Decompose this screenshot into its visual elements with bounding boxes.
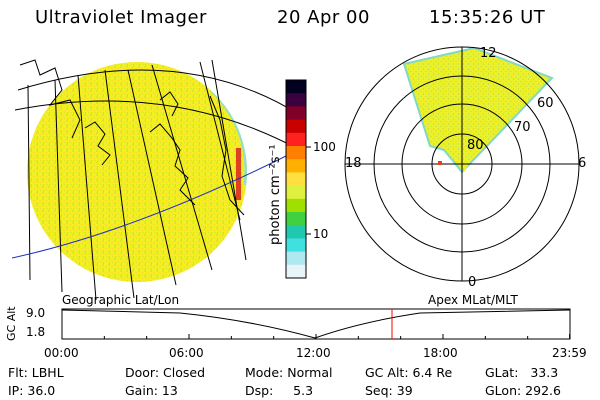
dayglow-edge: [236, 148, 241, 200]
time-label: 15:35:26 UT: [429, 7, 546, 28]
colorbar-band: [286, 93, 306, 107]
orbit-altitude-curve: [61, 309, 571, 339]
mlt-label-12: 12: [480, 46, 497, 61]
polar-cap-patch: [452, 140, 478, 172]
colorbar-band: [286, 146, 306, 160]
colorbar-band: [286, 132, 306, 147]
coastline-outlines: [19, 59, 245, 216]
timeline-xtick-1800: 18:00: [423, 346, 458, 360]
mlt-label-18: 18: [345, 156, 362, 171]
colorbar-band: [286, 225, 306, 239]
mlat-label-80: 80: [467, 138, 484, 153]
mlat-label-60: 60: [537, 96, 554, 111]
colorbar-band: [286, 172, 306, 187]
mlat-label-70: 70: [514, 120, 531, 135]
status-ip: IP: 36.0: [8, 383, 56, 398]
colorbar-band: [286, 119, 306, 134]
polar-grid: [344, 46, 580, 282]
colorbar-band: [286, 185, 306, 200]
status-gc-alt: GC Alt: 6.4 Re: [365, 365, 453, 380]
earth-disk: [27, 62, 247, 282]
timeline-xtick-0600: 06:00: [169, 346, 204, 360]
timeline-ytick-bottom: 1.8: [26, 325, 46, 339]
status-gain: Gain: 13: [125, 383, 178, 398]
latitude-line-blue: [11, 149, 299, 259]
geographic-grid: [14, 59, 301, 301]
colorbar-band: [286, 106, 306, 121]
mlt-label-0: 0: [468, 275, 477, 290]
colorbar-tick-label-10: 10: [313, 227, 329, 241]
colorbar-band: [286, 80, 306, 94]
colorbar-band: [286, 251, 306, 266]
colorbar-band: [286, 212, 306, 226]
colorbar-band: [286, 238, 306, 253]
timeline-ticks: [61, 334, 571, 339]
timeline-xtick-1200: 12:00: [296, 346, 331, 360]
colorbar-tick-label-100: 100: [313, 140, 336, 154]
date-label: 20 Apr 00: [277, 7, 370, 28]
timeline-title-right: Apex MLat/MLT: [428, 293, 518, 307]
instrument-title: Ultraviolet Imager: [35, 7, 207, 28]
status-glat: GLat: 33.3: [485, 365, 559, 380]
status-glon: GLon: 292.6: [485, 383, 561, 398]
colorbar-band: [286, 198, 306, 213]
colorbar-band: [286, 264, 306, 279]
status-door: Door: Closed: [125, 365, 206, 380]
colorbar-band: [286, 159, 306, 173]
status-dsp: Dsp: 5.3: [245, 383, 314, 398]
polar-red-spot: [438, 161, 442, 165]
status-flt: Flt: LBHL: [8, 365, 64, 380]
timeline-title-left: Geographic Lat/Lon: [62, 293, 180, 307]
timeline-xtick-0000: 00:00: [44, 346, 79, 360]
timeline-xtick-2359: 23:59: [552, 346, 587, 360]
mlt-label-6: 6: [578, 156, 587, 171]
status-mode: Mode: Normal: [245, 365, 333, 380]
timeline-ytick-top: 9.0: [26, 306, 46, 320]
status-seq: Seq: 39: [365, 383, 413, 398]
colorbar-frame: [285, 79, 307, 279]
title-bar: Ultraviolet Imager 20 Apr 00 15:35:26 UT: [0, 0, 600, 40]
